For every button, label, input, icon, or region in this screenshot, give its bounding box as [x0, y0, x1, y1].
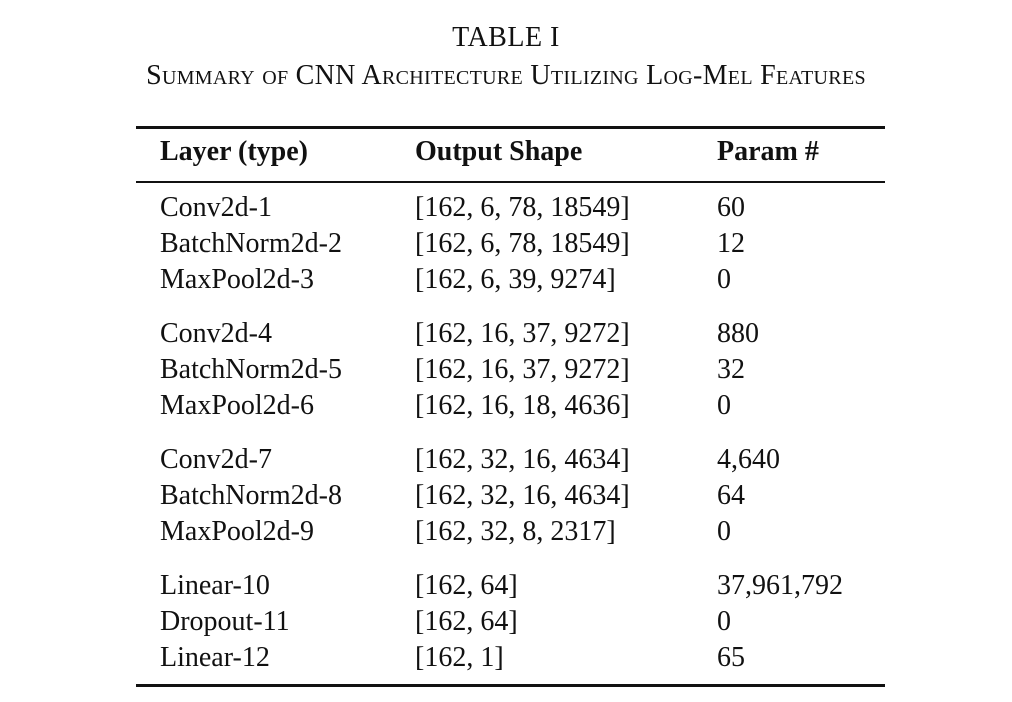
layer-cell: Linear-12 — [160, 642, 270, 673]
layer-cell: BatchNorm2d-5 — [160, 354, 342, 385]
shape-cell: [162, 6, 39, 9274] — [415, 264, 616, 295]
header-layer-type: Layer (type) — [160, 136, 308, 167]
row-group: Conv2d-1 [162, 6, 78, 18549] 60 BatchNor… — [0, 190, 1012, 298]
shape-cell: [162, 32, 8, 2317] — [415, 516, 616, 547]
bottom-rule — [136, 684, 885, 687]
shape-cell: [162, 16, 37, 9272] — [415, 354, 630, 385]
shape-cell: [162, 64] — [415, 570, 518, 601]
shape-cell: [162, 64] — [415, 606, 518, 637]
row-group: Conv2d-7 [162, 32, 16, 4634] 4,640 Batch… — [0, 442, 1012, 550]
table-row: Conv2d-7 [162, 32, 16, 4634] 4,640 — [0, 442, 1012, 478]
params-cell: 37,961,792 — [717, 570, 843, 601]
table-row: BatchNorm2d-2 [162, 6, 78, 18549] 12 — [0, 226, 1012, 262]
shape-cell: [162, 1] — [415, 642, 504, 673]
header-param-count: Param # — [717, 136, 819, 167]
shape-cell: [162, 16, 37, 9272] — [415, 318, 630, 349]
params-cell: 4,640 — [717, 444, 780, 475]
header-output-shape: Output Shape — [415, 136, 583, 167]
layer-cell: Dropout-11 — [160, 606, 290, 637]
layer-cell: Conv2d-7 — [160, 444, 272, 475]
table-row: Conv2d-4 [162, 16, 37, 9272] 880 — [0, 316, 1012, 352]
layer-cell: Conv2d-1 — [160, 192, 272, 223]
table-row: Dropout-11 [162, 64] 0 — [0, 604, 1012, 640]
layer-cell: MaxPool2d-9 — [160, 516, 314, 547]
params-cell: 65 — [717, 642, 745, 673]
row-group: Linear-10 [162, 64] 37,961,792 Dropout-1… — [0, 568, 1012, 676]
layer-cell: Conv2d-4 — [160, 318, 272, 349]
layer-cell: BatchNorm2d-8 — [160, 480, 342, 511]
params-cell: 32 — [717, 354, 745, 385]
table-row: BatchNorm2d-5 [162, 16, 37, 9272] 32 — [0, 352, 1012, 388]
table-row: Linear-10 [162, 64] 37,961,792 — [0, 568, 1012, 604]
shape-cell: [162, 32, 16, 4634] — [415, 480, 630, 511]
shape-cell: [162, 32, 16, 4634] — [415, 444, 630, 475]
shape-cell: [162, 6, 78, 18549] — [415, 192, 630, 223]
params-cell: 880 — [717, 318, 759, 349]
params-cell: 0 — [717, 390, 731, 421]
top-rule — [136, 126, 885, 129]
table-row: MaxPool2d-3 [162, 6, 39, 9274] 0 — [0, 262, 1012, 298]
params-cell: 0 — [717, 264, 731, 295]
table-header: Layer (type) Output Shape Param # — [0, 136, 1012, 172]
table-row: MaxPool2d-9 [162, 32, 8, 2317] 0 — [0, 514, 1012, 550]
header-rule — [136, 181, 885, 183]
table-row: MaxPool2d-6 [162, 16, 18, 4636] 0 — [0, 388, 1012, 424]
params-cell: 64 — [717, 480, 745, 511]
shape-cell: [162, 6, 78, 18549] — [415, 228, 630, 259]
table-row: Conv2d-1 [162, 6, 78, 18549] 60 — [0, 190, 1012, 226]
shape-cell: [162, 16, 18, 4636] — [415, 390, 630, 421]
params-cell: 60 — [717, 192, 745, 223]
params-cell: 0 — [717, 516, 731, 547]
layer-cell: Linear-10 — [160, 570, 270, 601]
table-label: TABLE I — [452, 22, 560, 53]
params-cell: 0 — [717, 606, 731, 637]
params-cell: 12 — [717, 228, 745, 259]
table-row: Linear-12 [162, 1] 65 — [0, 640, 1012, 676]
row-group: Conv2d-4 [162, 16, 37, 9272] 880 BatchNo… — [0, 316, 1012, 424]
layer-cell: BatchNorm2d-2 — [160, 228, 342, 259]
layer-cell: MaxPool2d-6 — [160, 390, 314, 421]
layer-cell: MaxPool2d-3 — [160, 264, 314, 295]
table-row: BatchNorm2d-8 [162, 32, 16, 4634] 64 — [0, 478, 1012, 514]
table-title: Summary of CNN Architecture Utilizing Lo… — [146, 60, 866, 91]
table-body: Conv2d-1 [162, 6, 78, 18549] 60 BatchNor… — [0, 190, 1012, 694]
